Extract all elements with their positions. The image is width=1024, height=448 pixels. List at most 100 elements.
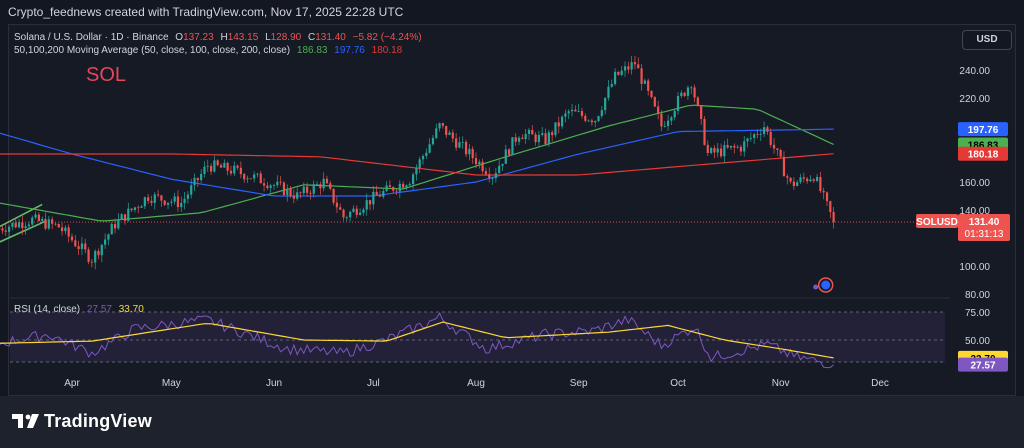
candle-body bbox=[153, 194, 156, 203]
candle-body bbox=[666, 120, 670, 127]
candle-body bbox=[176, 196, 180, 208]
candle-body bbox=[392, 186, 395, 191]
candle-body bbox=[560, 116, 564, 127]
tradingview-wordmark[interactable]: TradingView bbox=[44, 411, 152, 431]
open-label: O bbox=[175, 32, 184, 43]
candle-body bbox=[557, 122, 560, 127]
candle-body bbox=[345, 217, 348, 219]
candle-body bbox=[739, 146, 743, 152]
candle-body bbox=[796, 182, 799, 187]
chart-caption: Crypto_feednews created with TradingView… bbox=[8, 5, 404, 19]
rsi-title[interactable]: RSI (14, close) bbox=[14, 304, 81, 315]
candle-body bbox=[534, 134, 537, 143]
candle-body bbox=[607, 86, 610, 98]
candle-body bbox=[24, 226, 27, 228]
ma-title[interactable]: 50,100,200 Moving Average (50, close, 10… bbox=[14, 45, 291, 56]
candle-body bbox=[41, 218, 44, 221]
y-tick-label: 140.00 bbox=[959, 206, 990, 217]
candle-body bbox=[365, 200, 368, 210]
x-tick-label: Dec bbox=[871, 378, 889, 389]
candle-body bbox=[37, 214, 40, 221]
candle-body bbox=[822, 190, 825, 193]
candle-body bbox=[385, 185, 388, 191]
candle-body bbox=[233, 165, 236, 174]
candle-body bbox=[713, 147, 716, 153]
candle-body bbox=[567, 111, 570, 114]
candle-body bbox=[537, 134, 541, 143]
candle-body bbox=[266, 185, 269, 188]
ma100-value: 197.76 bbox=[334, 45, 365, 56]
candle-body bbox=[243, 174, 246, 180]
bottom-bar bbox=[0, 396, 1024, 448]
candle-body bbox=[335, 202, 339, 208]
open-value: 137.23 bbox=[183, 32, 214, 43]
candle-body bbox=[802, 177, 805, 179]
rsi-tick-label: 75.00 bbox=[965, 308, 990, 319]
candle-body bbox=[259, 173, 262, 184]
candle-body bbox=[190, 185, 193, 195]
event-marker-flag-icon bbox=[821, 280, 831, 290]
candle-body bbox=[140, 206, 143, 208]
candle-body bbox=[21, 222, 24, 228]
candle-body bbox=[623, 66, 627, 71]
candle-body bbox=[491, 178, 494, 179]
ma100-badge-bg bbox=[958, 122, 1008, 137]
candle-body bbox=[706, 144, 709, 154]
y-tick-label: 100.00 bbox=[959, 262, 990, 273]
candle-body bbox=[1, 228, 4, 231]
candle-body bbox=[120, 214, 123, 220]
candle-body bbox=[160, 195, 163, 201]
candle-body bbox=[547, 132, 550, 145]
candle-body bbox=[329, 183, 332, 189]
ma-line-2 bbox=[0, 128, 834, 197]
candle-body bbox=[759, 134, 762, 135]
candle-body bbox=[14, 222, 17, 228]
x-tick-label: Apr bbox=[64, 378, 80, 389]
candle-body bbox=[743, 141, 746, 152]
candle-body bbox=[90, 261, 93, 263]
candle-body bbox=[57, 223, 60, 228]
candle-body bbox=[488, 174, 491, 179]
candle-body bbox=[772, 144, 776, 149]
x-tick-label: May bbox=[162, 378, 181, 389]
candle-body bbox=[279, 181, 282, 183]
candle-body bbox=[332, 188, 335, 203]
rsi-line bbox=[0, 312, 834, 369]
candle-body bbox=[789, 177, 792, 182]
candle-body bbox=[325, 178, 329, 184]
candle-body bbox=[418, 159, 421, 168]
candle-body bbox=[815, 177, 819, 181]
candle-body bbox=[226, 162, 229, 171]
candle-body bbox=[272, 185, 276, 187]
candle-body bbox=[501, 163, 504, 166]
candle-body bbox=[186, 194, 190, 199]
channel-upper-line bbox=[0, 203, 43, 228]
candle-body bbox=[388, 185, 392, 187]
candle-body bbox=[769, 131, 772, 145]
candle-body bbox=[7, 226, 11, 232]
candle-body bbox=[683, 92, 686, 96]
candle-body bbox=[147, 197, 150, 201]
candle-body bbox=[166, 202, 170, 205]
y-tick-label: 240.00 bbox=[959, 66, 990, 77]
candle-body bbox=[133, 207, 137, 211]
candle-body bbox=[94, 251, 97, 263]
candle-body bbox=[461, 141, 464, 143]
currency-button[interactable]: USD bbox=[962, 30, 1012, 50]
candle-body bbox=[256, 173, 259, 175]
symbol-title[interactable]: Solana / U.S. Dollar · 1D · Binance bbox=[14, 32, 169, 43]
candle-body bbox=[746, 138, 749, 142]
candle-body bbox=[67, 227, 70, 237]
candle-body bbox=[262, 183, 266, 186]
candle-body bbox=[173, 196, 176, 202]
candles-group bbox=[0, 55, 835, 270]
candle-body bbox=[511, 137, 514, 155]
candle-body bbox=[464, 141, 468, 155]
candle-body bbox=[633, 62, 637, 65]
candle-body bbox=[673, 110, 676, 118]
rsi-legend: RSI (14, close) 27.57 33.70 bbox=[14, 304, 148, 315]
chart-frame[interactable] bbox=[8, 24, 1016, 396]
y-tick-label: 80.00 bbox=[965, 290, 990, 301]
candle-body bbox=[527, 129, 531, 134]
